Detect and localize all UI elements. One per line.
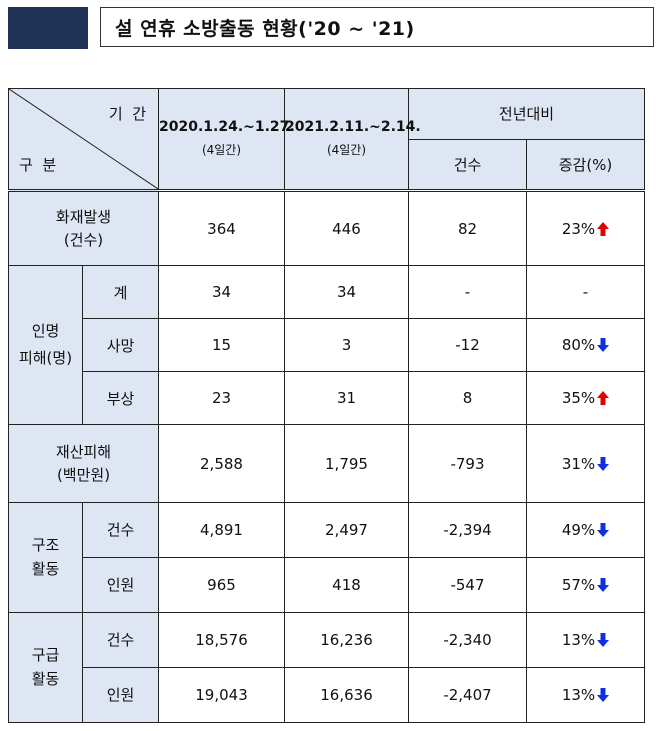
up-arrow-icon [597,391,610,406]
cell-change: 13% [525,666,646,724]
cell-diff: -2,407 [408,666,527,724]
cell-2021: 34 [284,265,409,320]
page-title: 설 연휴 소방출동 현황('20 ~ '21) [100,7,654,47]
cell-2020: 965 [158,556,285,613]
cell-2021: 31 [284,371,409,426]
cell-2020: 364 [158,189,285,267]
up-arrow-icon [597,221,610,236]
row-label-cases: 건수 [82,501,159,558]
down-arrow-icon [597,338,610,353]
cell-change: 13% [525,611,646,668]
cell-diff: 8 [408,371,527,426]
cell-change: 23% [525,189,646,267]
table-row-rescue-cases: 구조 활동 건수 4,891 2,497 -2,394 49% [8,501,646,613]
cell-2020: 23 [158,371,285,426]
cell-diff: 82 [408,189,527,267]
row-label-death: 사망 [82,318,159,373]
down-arrow-icon [597,456,610,471]
cell-2021: 2,497 [284,501,409,558]
row-label-total: 계 [82,265,159,320]
cell-diff: -2,394 [408,501,527,558]
cell-2021: 16,636 [284,666,409,724]
cell-2021: 16,236 [284,611,409,668]
fire-dispatch-table: 기 간 구 분 2020.1.24.~1.27. (4일간) 2021.2.11… [8,88,646,724]
row-label-people: 인원 [82,666,159,724]
cell-2021: 1,795 [284,424,409,503]
header-count: 건수 [408,138,527,192]
cell-diff: -12 [408,318,527,373]
cell-2020: 15 [158,318,285,373]
period-label: 기 간 [108,105,146,123]
cell-change: 31% [525,424,646,503]
header-yoy: 전년대비 [407,88,646,140]
row-label-cases: 건수 [82,611,159,668]
table-row-ems-cases: 구급 활동 건수 18,576 16,236 -2,340 13% [8,611,646,724]
table-row-casualty-total: 인명 피해(명) 계 34 34 - - [8,265,646,426]
row-label-injury: 부상 [82,371,159,426]
header-2021: 2021.2.11.~2.14. (4일간) [284,88,421,192]
cell-change: 49% [525,501,646,558]
cell-change: 80% [525,318,646,373]
down-arrow-icon [597,522,610,537]
header-change: 증감(%) [525,138,646,192]
cell-diff: -2,340 [408,611,527,668]
cell-2021: 418 [284,556,409,613]
category-label: 구 분 [19,155,57,174]
cell-2021: 3 [284,318,409,373]
table-row-casualty-death: 사망 15 3 -12 80% [9,318,646,373]
down-arrow-icon [597,577,610,592]
down-arrow-icon [597,687,610,702]
cell-2020: 2,588 [158,424,285,503]
cell-change: 57% [525,556,646,613]
row-group-rescue: 구조 활동 [8,501,83,613]
row-label-property: 재산피해 (백만원) [8,424,159,503]
cell-change: - [525,265,646,320]
cell-diff: -547 [408,556,527,613]
cell-diff: -793 [408,424,527,503]
header-2020: 2020.1.24.~1.27. (4일간) [158,88,295,192]
cell-2021: 446 [284,189,409,267]
cell-2020: 18,576 [158,611,285,668]
row-label-fire: 화재발생 (건수) [8,189,159,267]
table-row-rescue-people: 인원 965 418 -547 57% [9,556,646,613]
cell-change: 35% [525,371,646,426]
diagonal-line [9,89,158,189]
row-group-casualty: 인명 피해(명) [8,265,83,426]
header-corner-cell: 기 간 구 분 [8,88,159,192]
title-accent-block [8,7,88,49]
title-bar: 설 연휴 소방출동 현황('20 ~ '21) [8,7,654,49]
row-group-ems: 구급 활동 [8,611,83,724]
cell-2020: 34 [158,265,285,320]
cell-2020: 4,891 [158,501,285,558]
table-row-casualty-injury: 부상 23 31 8 35% [9,371,646,426]
cell-2020: 19,043 [158,666,285,724]
table-row-property: 재산피해 (백만원) 2,588 1,795 -793 31% [8,424,646,503]
table-row-fire: 화재발생 (건수) 364 446 82 23% [8,189,646,267]
down-arrow-icon [597,632,610,647]
cell-diff: - [408,265,527,320]
table-row-ems-people: 인원 19,043 16,636 -2,407 13% [9,666,646,724]
row-label-people: 인원 [82,556,159,613]
